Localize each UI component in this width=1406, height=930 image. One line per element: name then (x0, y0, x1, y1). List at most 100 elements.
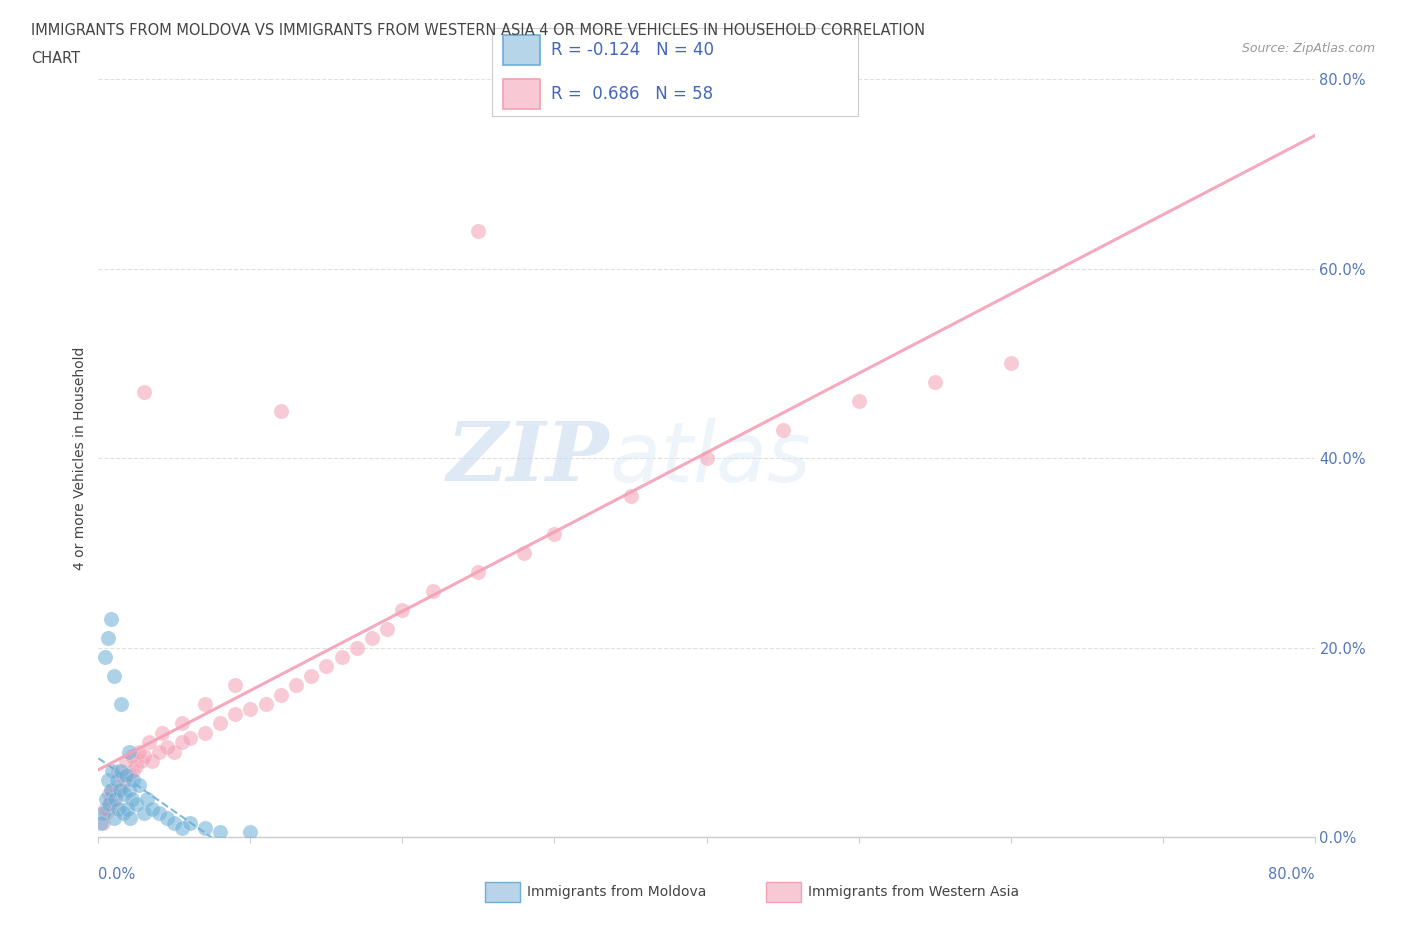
Point (103, 811, 125, 826)
Text: 80.0%: 80.0% (1268, 867, 1315, 882)
Point (100, 791, 122, 806)
Point (1000, 356, 1022, 371)
Point (122, 773, 145, 788)
Y-axis label: 4 or more Vehicles in Household: 4 or more Vehicles in Household (73, 346, 87, 570)
Point (94, 806, 117, 821)
Point (224, 707, 246, 722)
Point (96, 801, 118, 816)
Point (98, 796, 121, 811)
Point (170, 716, 193, 731)
Point (107, 801, 129, 816)
Point (924, 375, 946, 390)
Point (105, 773, 128, 788)
Point (194, 820, 217, 835)
Text: R = -0.124   N = 40: R = -0.124 N = 40 (551, 41, 714, 59)
Text: Immigrants from Western Asia: Immigrants from Western Asia (808, 884, 1019, 899)
Point (98, 787, 121, 802)
Point (129, 753, 152, 768)
Point (239, 825, 262, 840)
Point (110, 764, 132, 778)
Point (112, 773, 135, 788)
Text: ZIP: ZIP (447, 418, 609, 498)
Point (132, 384, 155, 399)
Point (150, 725, 173, 740)
Point (100, 612, 122, 627)
Bar (503, 79, 540, 109)
Text: IMMIGRANTS FROM MOLDOVA VS IMMIGRANTS FROM WESTERN ASIA 4 OR MORE VEHICLES IN HO: IMMIGRANTS FROM MOLDOVA VS IMMIGRANTS FR… (31, 23, 925, 38)
Point (170, 735, 193, 750)
Point (170, 820, 193, 835)
Point (117, 801, 139, 816)
Point (138, 735, 160, 750)
Point (148, 744, 170, 759)
Text: CHART: CHART (31, 51, 80, 66)
Point (285, 678, 308, 693)
Point (108, 782, 131, 797)
Point (110, 777, 132, 792)
Text: Source: ZipAtlas.com: Source: ZipAtlas.com (1241, 42, 1375, 55)
Point (128, 744, 150, 759)
Point (103, 669, 125, 684)
Point (118, 782, 141, 797)
Point (118, 744, 141, 759)
Point (513, 545, 536, 560)
Point (94, 791, 117, 806)
Point (112, 787, 135, 802)
Point (772, 422, 794, 437)
Point (254, 697, 277, 711)
Point (194, 697, 217, 711)
Point (128, 777, 150, 792)
Point (111, 806, 134, 821)
Point (141, 753, 163, 768)
Point (125, 796, 148, 811)
Point (125, 759, 148, 774)
Bar (503, 35, 540, 65)
Point (224, 678, 246, 693)
Point (330, 649, 353, 664)
Point (122, 764, 145, 778)
Point (209, 825, 232, 840)
Text: Immigrants from Moldova: Immigrants from Moldova (527, 884, 707, 899)
Point (103, 796, 125, 811)
Point (270, 687, 292, 702)
Point (848, 393, 870, 408)
Point (141, 801, 163, 816)
Point (101, 782, 124, 797)
Point (209, 716, 232, 731)
Point (107, 764, 129, 778)
Point (299, 669, 322, 684)
Point (179, 730, 201, 745)
Point (148, 806, 170, 821)
Point (120, 811, 142, 826)
Point (239, 701, 262, 716)
Point (93, 649, 115, 664)
Point (422, 583, 444, 598)
Point (121, 749, 143, 764)
Point (132, 749, 155, 764)
Point (114, 768, 136, 783)
Point (315, 659, 337, 674)
Point (93, 801, 115, 816)
Point (114, 753, 136, 768)
Point (163, 744, 186, 759)
Point (132, 806, 155, 821)
Point (118, 768, 141, 783)
Point (270, 404, 292, 418)
Point (156, 811, 179, 826)
Point (91, 816, 114, 830)
Point (96, 631, 118, 645)
Point (104, 791, 127, 806)
Point (543, 526, 565, 541)
Point (375, 621, 398, 636)
Point (110, 697, 132, 711)
Point (156, 739, 179, 754)
Point (194, 725, 217, 740)
Text: 0.0%: 0.0% (98, 867, 135, 882)
Point (136, 791, 159, 806)
Point (467, 565, 489, 579)
Point (96, 773, 118, 788)
Point (619, 488, 641, 503)
Text: R =  0.686   N = 58: R = 0.686 N = 58 (551, 86, 713, 103)
Point (696, 451, 718, 466)
Point (346, 640, 368, 655)
